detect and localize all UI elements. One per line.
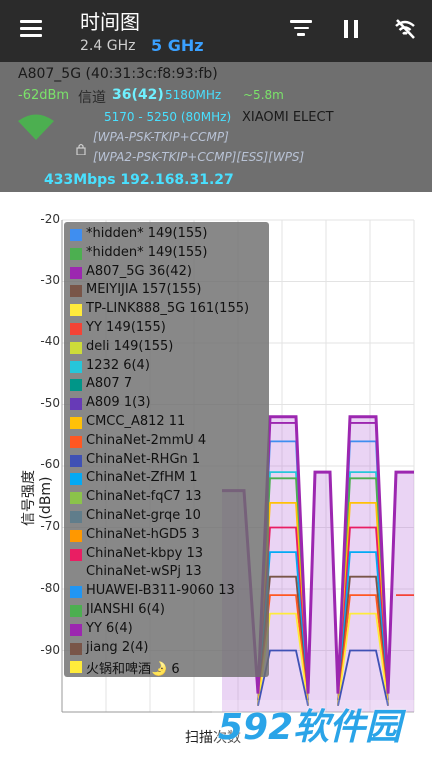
legend-label: ChinaNet-2mmU 4	[86, 432, 207, 448]
frequency-range: 5170 - 5250 (80MHz)	[104, 110, 232, 124]
legend-label: deli 149(155)	[86, 338, 174, 354]
legend-label: ChinaNet-hGD5 3	[86, 526, 200, 542]
legend-swatch	[70, 266, 82, 279]
legend-label: TP-LINK888_5G 161(155)	[86, 301, 250, 317]
legend-label: ChinaNet-wSPj 13	[86, 564, 202, 580]
legend-label: YY 149(155)	[86, 320, 166, 335]
legend-swatch	[70, 247, 82, 260]
y-tick: -20	[40, 212, 60, 226]
ssid-label: A807_5G (40:31:3c:f8:93:fb)	[18, 66, 218, 82]
band-24ghz-tab[interactable]: 2.4 GHz	[80, 38, 136, 54]
y-tick: -60	[40, 457, 60, 471]
legend-label: ChinaNet-kbpy 13	[86, 545, 204, 561]
y-tick: -80	[40, 581, 60, 595]
lock-icon	[76, 143, 86, 155]
legend-swatch	[70, 323, 82, 335]
watermark-backdrop	[212, 700, 432, 768]
legend-swatch	[70, 623, 82, 636]
legend-swatch	[70, 417, 82, 429]
legend-swatch	[70, 642, 82, 655]
legend-swatch	[70, 285, 82, 298]
legend-swatch	[70, 511, 82, 523]
legend-label: A809 1(3)	[86, 395, 151, 411]
vendor-name: XIAOMI ELECT	[242, 110, 334, 125]
legend-swatch	[70, 379, 82, 392]
y-tick: -90	[40, 643, 60, 657]
rssi-value: -62dBm	[18, 88, 70, 103]
y-axis-label: 信号强度 (dBm)	[21, 470, 54, 526]
legend-swatch	[70, 341, 82, 354]
distance-value: ~5.8m	[243, 88, 284, 102]
y-tick: -40	[40, 334, 60, 348]
x-axis-label: 扫描次数	[185, 730, 241, 746]
chart-legend: *hidden* 149(155) *hidden* 149(155) A807_5…	[64, 222, 269, 677]
legend-swatch	[70, 454, 82, 467]
watermark-brand: 592软件园	[218, 707, 402, 748]
legend-swatch	[70, 398, 82, 411]
legend-label: ChinaNet-fqC7 13	[86, 489, 202, 505]
legend-swatch	[70, 661, 82, 674]
legend-label: 火锅和啤酒🌛 6	[86, 662, 180, 678]
legend-label: ChinaNet-grqe 10	[86, 508, 201, 523]
legend-label: CMCC_A812 11	[86, 414, 186, 429]
legend-label: YY 6(4)	[86, 620, 133, 636]
y-tick: -30	[40, 273, 60, 287]
legend-label: ChinaNet-ZfHM 1	[86, 470, 198, 486]
frequency-value: 5180MHz	[165, 88, 222, 102]
legend-swatch	[70, 492, 82, 505]
legend-swatch	[70, 229, 82, 241]
legend-label: *hidden* 149(155)	[86, 226, 208, 241]
legend-swatch	[70, 605, 82, 617]
watermark-url: www.592xiazai.com	[258, 744, 392, 758]
wifi-signal-icon	[18, 114, 54, 140]
legend-label: 1232 6(4)	[86, 357, 150, 373]
app-bar: 时间图 2.4 GHz 5 GHz	[0, 0, 432, 62]
legend-label: A807_5G 36(42)	[86, 263, 192, 279]
channel-value: 36(42)	[112, 87, 164, 103]
legend-swatch	[70, 435, 82, 448]
series-line	[257, 649, 389, 707]
pause-icon[interactable]	[344, 20, 360, 38]
legend-swatch	[70, 548, 82, 561]
speed-ip: 433Mbps 192.168.31.27	[44, 172, 234, 188]
filter-icon[interactable]	[290, 20, 312, 38]
capabilities-line-1: [WPA-PSK-TKIP+CCMP]	[93, 130, 229, 144]
legend-swatch	[70, 473, 82, 486]
legend-label: JIANSHI 6(4)	[86, 602, 165, 617]
legend-swatch	[70, 586, 82, 599]
legend-swatch	[70, 567, 82, 579]
connection-info-panel: A807_5G (40:31:3c:f8:93:fb) -62dBm 信道 36…	[0, 62, 432, 192]
y-tick: -50	[40, 396, 60, 410]
legend-swatch	[70, 304, 82, 317]
legend-label: A807 7	[86, 376, 133, 392]
channel-label: 信道	[78, 90, 106, 106]
capabilities-line-2: [WPA2-PSK-TKIP+CCMP][ESS][WPS]	[93, 150, 305, 164]
page-title: 时间图	[80, 10, 140, 34]
wifi-scan-off-icon[interactable]	[392, 16, 418, 42]
legend-label: HUAWEI-B311-9060 13	[86, 583, 235, 599]
legend-label: jiang 2(4)	[86, 639, 149, 655]
legend-swatch	[70, 529, 82, 542]
legend-label: *hidden* 149(155)	[86, 244, 208, 260]
legend-swatch	[70, 360, 82, 373]
legend-label: ChinaNet-RHGn 1	[86, 451, 201, 467]
menu-icon[interactable]	[20, 20, 42, 38]
legend-label: MEIYIJIA 157(155)	[86, 282, 202, 298]
y-tick: -70	[40, 519, 60, 533]
band-5ghz-tab[interactable]: 5 GHz	[151, 36, 204, 55]
